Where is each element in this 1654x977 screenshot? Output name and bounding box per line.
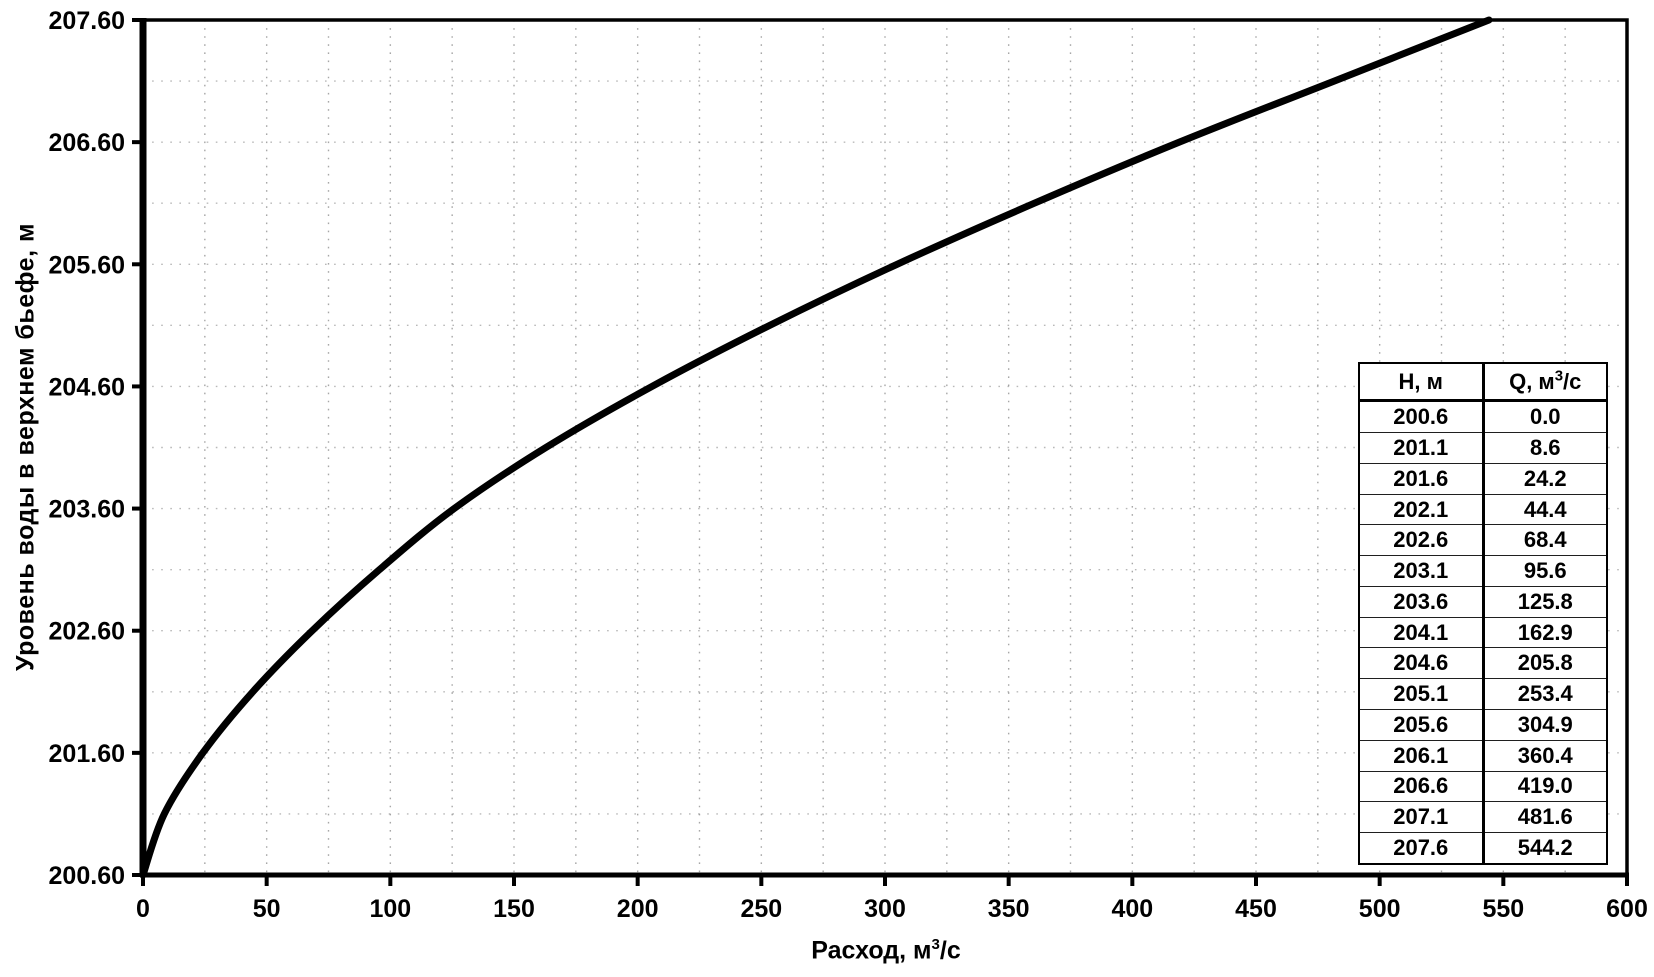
x-axis-title: Расход, м3/с — [811, 937, 961, 966]
table-header-q: Q, м3/с — [1482, 362, 1608, 402]
x-axis-title-unit: /с — [939, 936, 961, 965]
h-value-cell: 204.1 — [1358, 616, 1485, 649]
q-value-cell: 24.2 — [1482, 462, 1608, 495]
h-value-cell: 201.6 — [1358, 462, 1485, 495]
table-row: 203.1 95.6 — [1358, 555, 1608, 587]
table-header-row: Н, м Q, м3/с — [1358, 362, 1608, 402]
h-value-cell: 204.6 — [1358, 647, 1485, 680]
table-row: 200.6 0.0 — [1358, 399, 1608, 434]
h-value-cell: 203.1 — [1358, 555, 1485, 587]
x-axis-title-superscript: 3 — [931, 936, 940, 954]
table-row: 202.1 44.4 — [1358, 493, 1608, 526]
x-tick-label: 500 — [1359, 895, 1401, 923]
q-value-cell: 8.6 — [1482, 432, 1608, 464]
x-axis-title-text: Расход, м — [811, 936, 932, 965]
x-tick-label: 450 — [1235, 895, 1277, 923]
q-value-cell: 0.0 — [1482, 399, 1608, 434]
h-value-cell: 203.6 — [1358, 585, 1485, 618]
x-tick-label: 50 — [253, 895, 281, 923]
table-row: 205.6 304.9 — [1358, 708, 1608, 741]
q-value-cell: 253.4 — [1482, 678, 1608, 710]
h-value-cell: 201.1 — [1358, 432, 1485, 464]
q-value-cell: 68.4 — [1482, 524, 1608, 557]
x-tick-label: 0 — [136, 895, 150, 923]
table-header-q-superscript: 3 — [1554, 367, 1564, 385]
q-value-cell: 205.8 — [1482, 647, 1608, 680]
y-tick-label: 201.60 — [49, 740, 125, 768]
x-tick-label: 550 — [1482, 895, 1524, 923]
h-value-cell: 207.6 — [1358, 832, 1485, 865]
table-row: 201.1 8.6 — [1358, 432, 1608, 464]
table-header-q-unit: /с — [1563, 368, 1582, 394]
y-tick-label: 205.60 — [49, 251, 125, 279]
x-tick-label: 200 — [617, 895, 659, 923]
q-value-cell: 481.6 — [1482, 801, 1608, 834]
q-value-cell: 125.8 — [1482, 585, 1608, 618]
table-row: 206.1 360.4 — [1358, 739, 1608, 772]
y-tick-label: 204.60 — [49, 373, 125, 401]
data-table: Н, м Q, м3/с 200.6 0.0 201.1 8.6 201.6 24.2 20… — [1358, 362, 1608, 865]
table-row: 201.6 24.2 — [1358, 462, 1608, 495]
x-tick-label: 300 — [864, 895, 906, 923]
y-tick-label: 203.60 — [49, 496, 125, 524]
table-row: 207.1 481.6 — [1358, 801, 1608, 834]
table-row: 204.1 162.9 — [1358, 616, 1608, 649]
table-header-h: Н, м — [1358, 362, 1485, 402]
table-row: 206.6 419.0 — [1358, 770, 1608, 803]
x-tick-label: 250 — [740, 895, 782, 923]
q-value-cell: 304.9 — [1482, 708, 1608, 741]
h-value-cell: 205.1 — [1358, 678, 1485, 710]
q-value-cell: 419.0 — [1482, 770, 1608, 803]
y-tick-label: 200.60 — [49, 862, 125, 890]
q-value-cell: 360.4 — [1482, 739, 1608, 772]
y-tick-label: 206.60 — [49, 129, 125, 157]
x-tick-label: 150 — [493, 895, 535, 923]
h-value-cell: 202.1 — [1358, 493, 1485, 526]
x-tick-label: 400 — [1111, 895, 1153, 923]
h-value-cell: 205.6 — [1358, 708, 1485, 741]
q-value-cell: 95.6 — [1482, 555, 1608, 587]
x-tick-label: 100 — [369, 895, 411, 923]
table-row: 202.6 68.4 — [1358, 524, 1608, 557]
y-axis-title: Уровень воды в верхнем бьефе, м — [11, 223, 40, 671]
q-value-cell: 544.2 — [1482, 832, 1608, 865]
x-tick-label: 600 — [1606, 895, 1648, 923]
rating-curve-line — [139, 16, 1493, 879]
y-tick-label: 207.60 — [49, 7, 125, 35]
table-row: 203.6 125.8 — [1358, 585, 1608, 618]
y-tick-label: 202.60 — [49, 618, 125, 646]
q-value-cell: 44.4 — [1482, 493, 1608, 526]
h-value-cell: 200.6 — [1358, 399, 1485, 434]
table-row: 205.1 253.4 — [1358, 678, 1608, 710]
h-value-cell: 206.1 — [1358, 739, 1485, 772]
x-tick-label: 350 — [988, 895, 1030, 923]
q-value-cell: 162.9 — [1482, 616, 1608, 649]
data-table-body: 200.6 0.0 201.1 8.6 201.6 24.2 202.1 44.4 202.6 6… — [1358, 399, 1608, 865]
table-row: 207.6 544.2 — [1358, 832, 1608, 865]
data-table-head: Н, м Q, м3/с — [1358, 362, 1608, 402]
table-row: 204.6 205.8 — [1358, 647, 1608, 680]
table-header-q-text: Q, м — [1509, 368, 1555, 394]
h-value-cell: 202.6 — [1358, 524, 1485, 557]
h-value-cell: 207.1 — [1358, 801, 1485, 834]
h-value-cell: 206.6 — [1358, 770, 1485, 803]
